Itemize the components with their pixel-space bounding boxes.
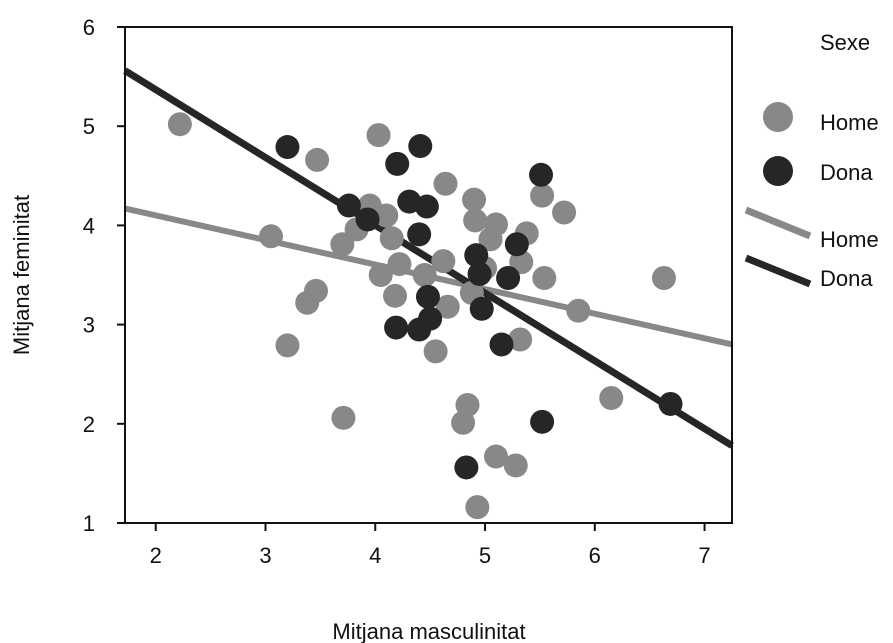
point-home <box>387 252 412 277</box>
y-axis-title: Mitjana feminitat <box>9 195 34 355</box>
point-home <box>366 123 391 148</box>
x-tick-label: 7 <box>698 543 710 568</box>
point-home <box>379 226 404 251</box>
point-home <box>455 392 480 417</box>
point-home <box>484 212 509 237</box>
point-home <box>435 294 460 319</box>
point-dona <box>504 232 529 257</box>
point-dona <box>469 296 494 321</box>
y-tick-label: 3 <box>83 313 95 338</box>
y-tick-label: 6 <box>83 15 95 40</box>
point-home <box>383 283 408 308</box>
point-dona <box>415 284 440 309</box>
point-home <box>508 327 533 352</box>
point-home <box>503 453 528 478</box>
point-home <box>275 333 300 358</box>
point-dona <box>496 265 521 290</box>
plot-frame <box>124 26 733 524</box>
point-home <box>374 203 399 228</box>
point-dona <box>355 207 380 232</box>
point-home <box>303 278 328 303</box>
point-home <box>431 249 456 274</box>
point-home <box>532 265 557 290</box>
legend: Sexe Home Dona Home Dona <box>744 30 879 291</box>
point-dona <box>408 134 433 159</box>
point-home <box>552 200 577 225</box>
legend-title: Sexe <box>820 30 870 55</box>
legend-label-home-point: Home <box>820 110 879 135</box>
point-home <box>530 183 555 208</box>
x-tick-label: 3 <box>259 543 271 568</box>
point-dona <box>530 409 555 434</box>
point-home <box>462 187 487 212</box>
legend-label-dona-point: Dona <box>820 160 873 185</box>
x-tick-label: 6 <box>589 543 601 568</box>
y-tick-label: 2 <box>83 412 95 437</box>
point-home <box>330 232 355 257</box>
point-home <box>412 263 437 287</box>
legend-line-dona <box>744 254 812 288</box>
fit-lines <box>123 67 734 449</box>
point-home <box>465 495 490 520</box>
point-home <box>566 298 591 323</box>
y-tick-label: 5 <box>83 114 95 139</box>
legend-marker-dona <box>763 156 793 186</box>
point-dona <box>384 315 409 340</box>
point-home <box>368 263 393 287</box>
point-dona <box>275 135 300 160</box>
legend-label-home-line: Home <box>820 227 879 252</box>
point-home <box>433 171 458 196</box>
data-points <box>167 112 683 520</box>
point-home <box>484 444 509 469</box>
y-tick-label: 4 <box>83 213 95 238</box>
point-home <box>305 147 330 172</box>
point-dona <box>529 162 554 187</box>
fit-line-dona <box>123 67 734 449</box>
point-dona <box>658 391 683 416</box>
x-axis: 2 3 4 5 6 7 <box>150 523 711 568</box>
point-home <box>651 265 676 290</box>
x-tick-label: 4 <box>369 543 381 568</box>
point-home <box>423 339 448 364</box>
x-tick-label: 2 <box>150 543 162 568</box>
point-dona <box>489 332 514 357</box>
point-dona <box>454 455 479 480</box>
point-dona <box>336 193 361 218</box>
point-dona <box>467 262 492 287</box>
point-dona <box>385 151 410 176</box>
legend-line-home <box>744 206 812 240</box>
point-home <box>258 224 283 249</box>
point-dona <box>418 306 443 331</box>
x-tick-label: 5 <box>479 543 491 568</box>
point-dona <box>464 243 489 268</box>
y-axis: 1 2 3 4 5 6 <box>83 15 125 536</box>
x-axis-title: Mitjana masculinitat <box>332 619 525 643</box>
point-dona <box>407 222 432 247</box>
point-home <box>463 208 488 233</box>
point-home <box>331 405 356 430</box>
point-home <box>167 112 192 137</box>
point-home <box>599 386 624 411</box>
legend-marker-home <box>763 102 793 132</box>
legend-label-dona-line: Dona <box>820 266 873 291</box>
y-tick-label: 1 <box>83 511 95 536</box>
point-dona <box>414 194 439 219</box>
